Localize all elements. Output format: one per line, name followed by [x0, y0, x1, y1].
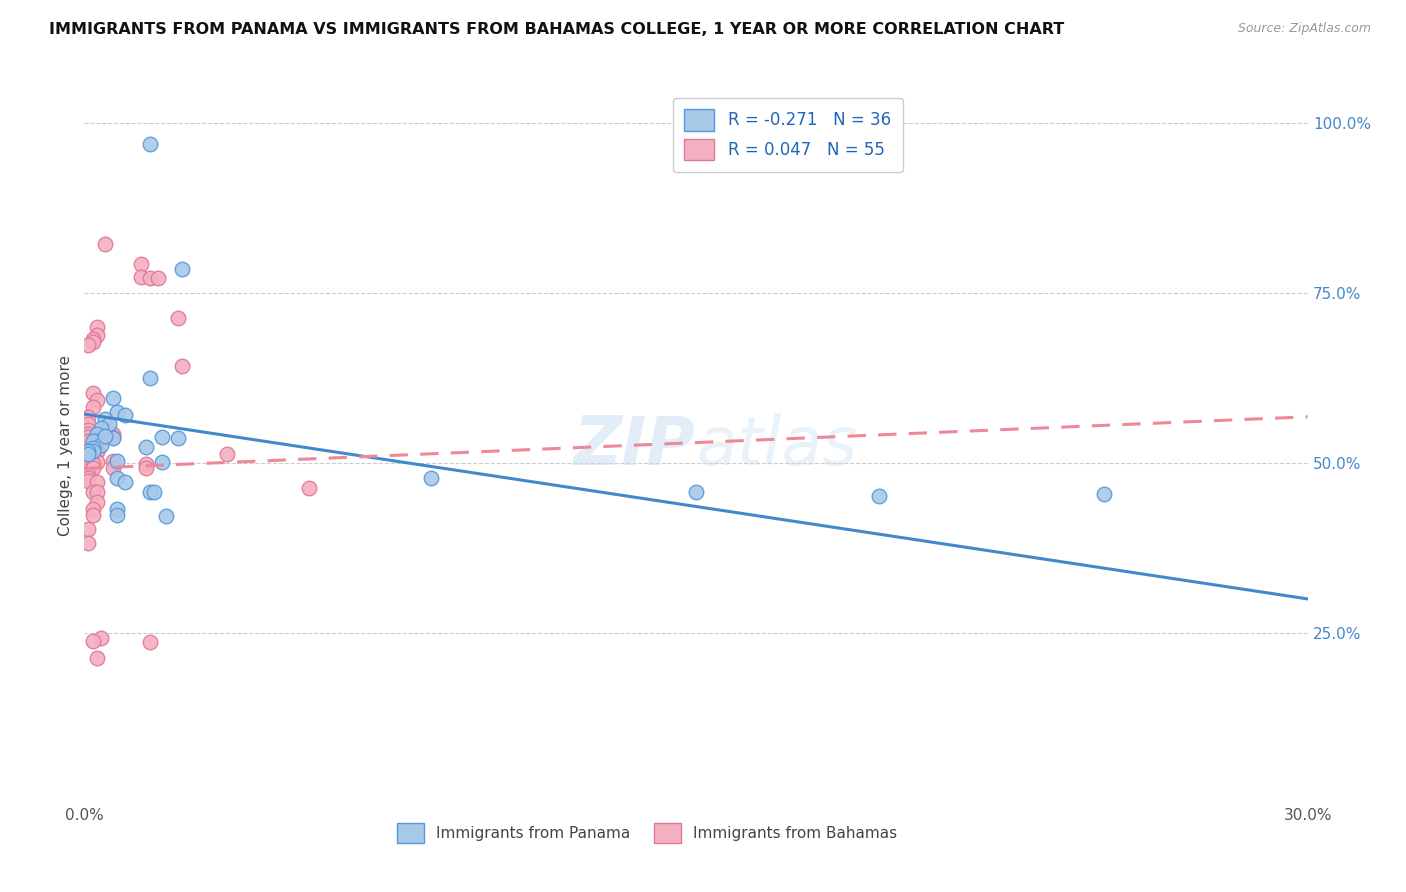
Point	[82, 508, 104, 523]
Point	[77, 471, 100, 485]
Point	[77, 430, 100, 444]
Point	[86, 434, 108, 448]
Point	[77, 444, 100, 458]
Point	[82, 484, 104, 499]
Point	[86, 328, 108, 343]
Point	[82, 447, 104, 461]
Y-axis label: College, 1 year or more: College, 1 year or more	[58, 356, 73, 536]
Point	[97, 417, 120, 431]
Point	[77, 434, 100, 448]
Point	[142, 485, 165, 500]
Point	[77, 417, 100, 431]
Point	[101, 460, 124, 475]
Point	[131, 270, 153, 285]
Point	[105, 508, 128, 523]
Text: ZIP: ZIP	[574, 413, 696, 479]
Point	[155, 508, 177, 523]
Point	[146, 271, 169, 285]
Point	[138, 634, 160, 648]
Point	[82, 458, 104, 472]
Point	[86, 426, 108, 441]
Point	[138, 136, 160, 151]
Point	[869, 489, 891, 503]
Point	[135, 460, 157, 475]
Point	[172, 262, 194, 277]
Point	[86, 443, 108, 458]
Point	[101, 426, 124, 441]
Point	[77, 535, 100, 549]
Point	[101, 430, 124, 444]
Point	[86, 485, 108, 500]
Point	[82, 501, 104, 516]
Text: atlas: atlas	[696, 413, 858, 479]
Point	[150, 455, 173, 469]
Point	[82, 634, 104, 648]
Point	[77, 450, 100, 465]
Point	[150, 430, 173, 444]
Point	[82, 401, 104, 415]
Point	[86, 444, 108, 458]
Point	[86, 455, 108, 469]
Point	[138, 271, 160, 285]
Point	[135, 458, 157, 472]
Legend: Immigrants from Panama, Immigrants from Bahamas: Immigrants from Panama, Immigrants from …	[391, 817, 904, 848]
Point	[685, 484, 707, 499]
Text: IMMIGRANTS FROM PANAMA VS IMMIGRANTS FROM BAHAMAS COLLEGE, 1 YEAR OR MORE CORREL: IMMIGRANTS FROM PANAMA VS IMMIGRANTS FRO…	[49, 22, 1064, 37]
Point	[77, 423, 100, 437]
Point	[77, 522, 100, 536]
Point	[86, 475, 108, 489]
Point	[86, 494, 108, 508]
Point	[86, 320, 108, 334]
Point	[1092, 486, 1115, 500]
Point	[90, 420, 112, 434]
Point	[138, 484, 160, 499]
Point	[77, 454, 100, 468]
Point	[82, 386, 104, 401]
Point	[82, 441, 104, 455]
Point	[101, 454, 124, 468]
Point	[82, 334, 104, 349]
Point	[90, 631, 112, 645]
Point	[105, 471, 128, 485]
Point	[82, 332, 104, 346]
Point	[82, 434, 104, 449]
Point	[93, 430, 115, 444]
Point	[298, 481, 321, 495]
Point	[114, 409, 136, 423]
Point	[93, 412, 115, 426]
Point	[82, 441, 104, 455]
Point	[82, 434, 104, 449]
Point	[167, 311, 190, 326]
Point	[101, 431, 124, 445]
Point	[217, 447, 239, 461]
Point	[114, 475, 136, 489]
Point	[86, 393, 108, 408]
Point	[77, 409, 100, 424]
Point	[93, 429, 115, 443]
Point	[167, 431, 190, 445]
Point	[420, 471, 443, 485]
Point	[131, 257, 153, 271]
Point	[135, 441, 157, 455]
Point	[105, 405, 128, 419]
Point	[172, 359, 194, 373]
Point	[77, 447, 100, 461]
Point	[101, 392, 124, 406]
Point	[105, 454, 128, 468]
Point	[105, 501, 128, 516]
Point	[93, 237, 115, 252]
Point	[82, 460, 104, 475]
Point	[77, 338, 100, 352]
Point	[82, 437, 104, 451]
Point	[138, 371, 160, 385]
Point	[77, 426, 100, 441]
Point	[86, 651, 108, 665]
Point	[90, 437, 112, 451]
Point	[77, 475, 100, 489]
Point	[82, 443, 104, 458]
Text: Source: ZipAtlas.com: Source: ZipAtlas.com	[1237, 22, 1371, 36]
Point	[77, 467, 100, 482]
